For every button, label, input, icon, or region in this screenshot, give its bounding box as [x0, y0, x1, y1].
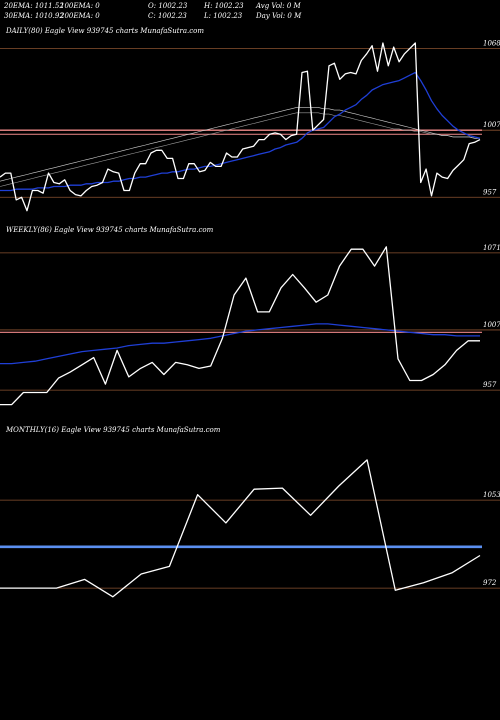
stat-200ema: 200EMA: 0: [60, 12, 100, 20]
stat-open: O: 1002.23: [148, 2, 188, 10]
stat-close: C: 1002.23: [148, 12, 187, 20]
stat-high: H: 1002.23: [204, 2, 244, 10]
weekly-panel-title: WEEKLY(86) Eagle View 939745 charts Muna…: [6, 226, 214, 234]
monthly-tick-label: 972: [483, 579, 497, 587]
monthly-price-line: [0, 459, 481, 598]
daily-price-line: [0, 42, 481, 212]
weekly-ema-line: [0, 323, 480, 365]
stat-30ema: 30EMA: 1010.92: [4, 12, 64, 20]
daily-tick-label: 1068: [483, 39, 500, 47]
daily-tick-label: 1007: [483, 121, 500, 129]
stat-20ema: 20EMA: 1011.52: [4, 2, 64, 10]
weekly-tick-label: 1071: [483, 244, 500, 252]
stat-day-vol: Day Vol: 0 M: [256, 12, 302, 20]
daily-ema-line: [0, 71, 481, 192]
weekly-price-line: [0, 246, 480, 406]
monthly-panel-title: MONTHLY(16) Eagle View 939745 charts Mun…: [6, 426, 221, 434]
stat-avg-vol: Avg Vol: 0 M: [256, 2, 301, 10]
daily-tick-label: 957: [483, 188, 497, 196]
stat-100ema: 100EMA: 0: [60, 2, 100, 10]
daily-ema-slow-line-b: [0, 112, 480, 187]
daily-ema-slow-line-a: [0, 107, 480, 182]
weekly-tick-label: 1007: [483, 321, 500, 329]
stat-low: L: 1002.23: [204, 12, 243, 20]
weekly-tick-label: 957: [483, 381, 497, 389]
monthly-tick-label: 1053: [483, 491, 500, 499]
daily-panel-title: DAILY(80) Eagle View 939745 charts Munaf…: [6, 27, 205, 35]
